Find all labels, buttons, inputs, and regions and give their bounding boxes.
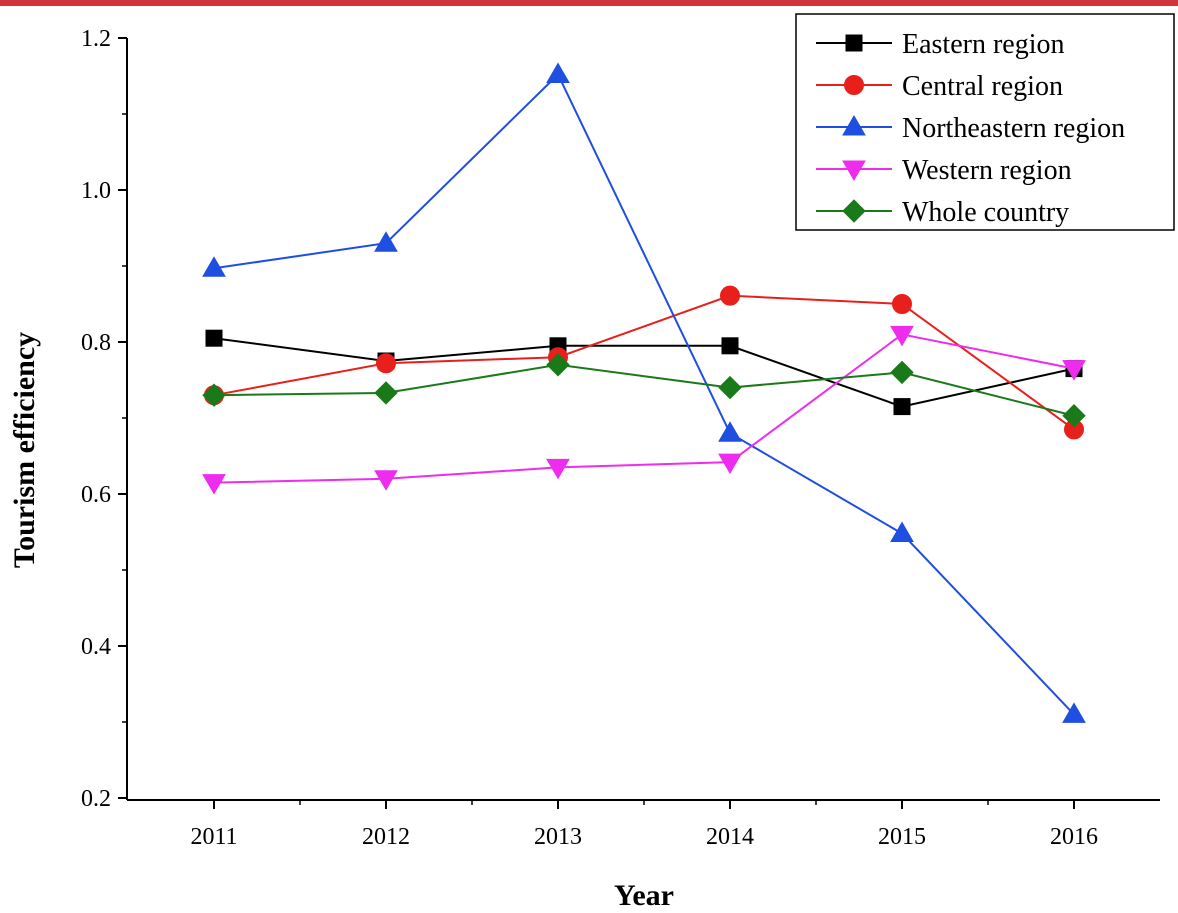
data-point <box>718 375 742 400</box>
data-point <box>890 521 914 543</box>
series-line <box>213 294 1075 431</box>
data-point <box>202 383 226 407</box>
data-point <box>205 329 223 347</box>
data-point <box>374 231 398 252</box>
y-tick-label: 0.4 <box>81 634 111 660</box>
data-point <box>720 285 740 306</box>
y-tick-label: 0.6 <box>81 482 111 508</box>
series-central-region <box>204 285 1084 440</box>
top-accent-bar <box>0 0 1178 6</box>
legend-item: Northeastern region <box>816 113 1125 144</box>
legend-item: Central region <box>816 71 1063 102</box>
data-point <box>376 353 396 374</box>
data-point <box>546 458 570 480</box>
legend-item: Whole country <box>816 197 1069 228</box>
y-tick-label: 0.2 <box>81 786 111 812</box>
data-point <box>890 325 914 347</box>
legend-marker <box>842 160 866 181</box>
series-whole-country <box>202 353 1086 428</box>
series-line <box>213 363 1075 417</box>
data-point <box>893 398 911 416</box>
x-tick-label: 2012 <box>362 824 410 850</box>
data-point <box>374 470 398 491</box>
data-point <box>374 381 398 405</box>
data-point <box>202 256 226 277</box>
data-point <box>718 421 742 442</box>
legend-marker <box>842 199 866 223</box>
data-point <box>202 474 226 495</box>
data-point <box>890 360 914 385</box>
legend: Eastern region Central region Northeastern… <box>795 13 1175 231</box>
data-point <box>892 294 912 314</box>
series-western-region <box>202 325 1086 495</box>
series-line <box>213 337 1075 408</box>
x-axis-title: Year <box>614 879 674 912</box>
legend-marker <box>844 75 864 95</box>
data-point <box>721 337 739 355</box>
x-tick-label: 2016 <box>1050 824 1098 850</box>
axes: 0.2 0.4 0.6 0.8 1.0 1.2 2011 2012 2013 2014 2015 20… <box>81 26 1160 850</box>
legend-marker <box>842 115 866 136</box>
data-point <box>546 353 570 377</box>
legend-label: Central region <box>902 71 1063 102</box>
x-tick-label: 2014 <box>706 824 754 850</box>
y-axis-title: Tourism efficiency <box>8 332 41 568</box>
series-northeastern-region <box>202 62 1086 723</box>
series-line <box>213 333 1075 484</box>
y-tick-label: 0.8 <box>81 330 111 356</box>
data-point <box>1062 360 1086 381</box>
legend-item: Western region <box>816 155 1072 186</box>
series-layer <box>202 62 1086 723</box>
legend-item: Eastern region <box>816 29 1065 60</box>
data-point <box>718 453 742 475</box>
series-line <box>213 72 1075 716</box>
data-point <box>546 62 570 83</box>
y-tick-label: 1.0 <box>81 178 111 204</box>
legend-label: Whole country <box>902 197 1069 228</box>
x-tick-label: 2011 <box>190 824 237 850</box>
x-tick-label: 2015 <box>878 824 926 850</box>
y-tick-label: 1.2 <box>81 26 111 52</box>
data-point <box>1062 404 1086 428</box>
legend-label: Western region <box>902 155 1072 186</box>
legend-marker <box>845 34 863 52</box>
legend-label: Eastern region <box>902 29 1065 60</box>
x-tick-label: 2013 <box>534 824 582 850</box>
data-point <box>1062 702 1086 723</box>
legend-label: Northeastern region <box>902 113 1125 144</box>
